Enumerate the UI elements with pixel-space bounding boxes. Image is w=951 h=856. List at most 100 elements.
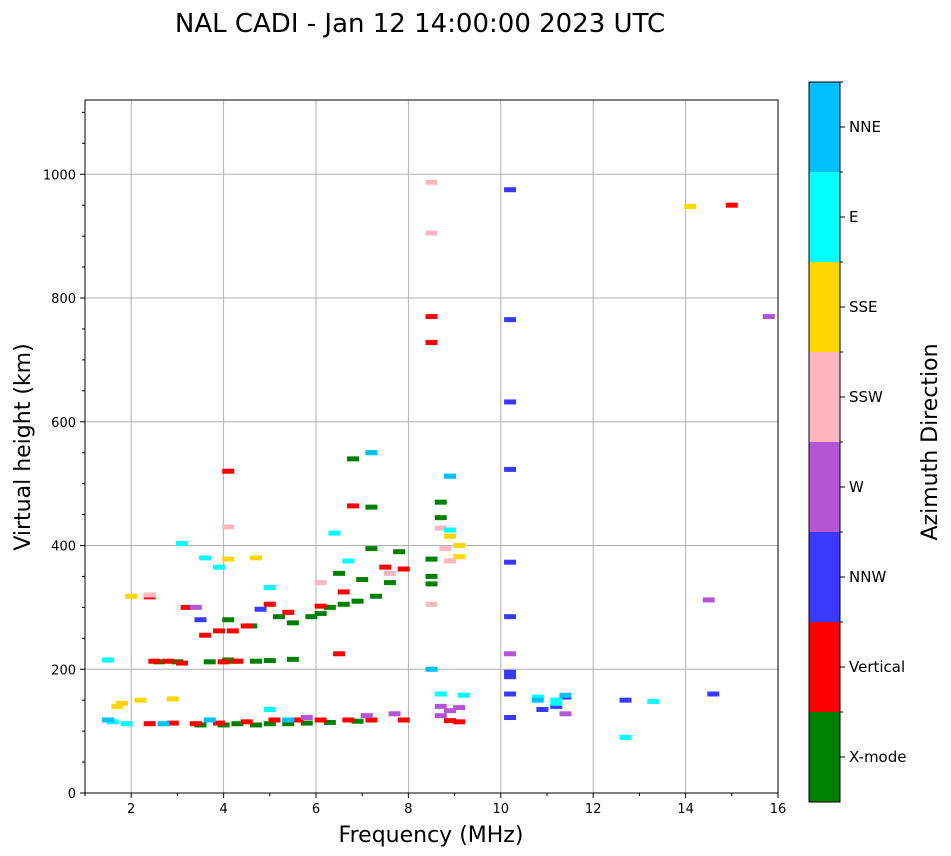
data-point	[314, 603, 327, 609]
data-point	[286, 656, 299, 662]
data-point	[725, 202, 738, 208]
colorbar-segment	[809, 712, 840, 802]
data-point	[314, 717, 327, 723]
data-point	[504, 674, 517, 680]
data-point	[443, 718, 456, 724]
colorbar-segment	[809, 442, 840, 532]
data-point	[176, 660, 189, 666]
chart-title: NAL CADI - Jan 12 14:00:00 2023 UTC	[175, 9, 665, 39]
data-point	[300, 715, 313, 721]
colorbar-tick-label: E	[849, 208, 858, 226]
data-point	[314, 611, 327, 617]
data-point	[115, 700, 128, 706]
colorbar-segment	[809, 262, 840, 352]
data-point	[282, 717, 295, 723]
data-point	[504, 399, 517, 405]
data-point	[203, 659, 216, 665]
data-point	[443, 527, 456, 533]
data-point	[531, 694, 544, 700]
data-point	[434, 515, 447, 521]
data-point	[282, 721, 295, 727]
y-tick-label: 800	[51, 292, 76, 307]
data-point	[457, 692, 470, 698]
colorbar-tick-label: W	[849, 478, 864, 496]
series-nnw	[194, 187, 720, 721]
data-point	[203, 717, 216, 723]
data-point	[212, 564, 225, 570]
x-tick-label: 14	[677, 802, 694, 817]
data-point	[453, 705, 466, 711]
data-point	[337, 601, 350, 607]
colorbar-segment	[809, 82, 840, 172]
data-point	[286, 620, 299, 626]
data-point	[443, 708, 456, 714]
data-point	[249, 658, 262, 664]
x-axis: 2 4 6 8 10 12 14 16	[84, 793, 786, 817]
data-point	[346, 456, 359, 462]
data-point	[425, 581, 438, 587]
data-point	[504, 466, 517, 472]
data-point	[702, 597, 715, 603]
data-point	[762, 314, 775, 320]
data-point	[212, 628, 225, 634]
data-point	[393, 549, 406, 555]
y-tick-label: 200	[51, 663, 76, 678]
data-point	[222, 468, 235, 474]
data-point	[328, 530, 341, 536]
y-tick-label: 400	[51, 540, 76, 555]
colorbar-segment	[809, 172, 840, 262]
data-point	[263, 721, 276, 727]
data-point	[351, 718, 364, 724]
data-point	[176, 541, 189, 547]
x-tick-label: 10	[493, 802, 510, 817]
data-point	[531, 697, 544, 703]
data-point	[282, 609, 295, 615]
data-point	[351, 598, 364, 604]
data-point	[647, 698, 660, 704]
data-point	[199, 555, 212, 561]
data-point	[194, 617, 207, 623]
data-point	[333, 570, 346, 576]
data-point	[342, 717, 355, 723]
series-x-mode	[152, 456, 447, 728]
colorbar-frame	[808, 81, 841, 803]
data-point	[305, 614, 318, 620]
series-vertical	[143, 202, 738, 727]
colorbar-tick-label: SSW	[849, 388, 883, 406]
series-nne	[102, 450, 572, 727]
data-point	[268, 717, 281, 723]
data-point	[619, 734, 632, 740]
data-point	[249, 555, 262, 561]
data-point	[365, 717, 378, 723]
data-point	[504, 651, 517, 657]
data-point	[231, 721, 244, 727]
colorbar-tick-label: SSE	[849, 298, 878, 316]
data-point	[102, 657, 115, 663]
data-point	[143, 721, 156, 727]
data-point	[157, 721, 170, 727]
y-axis: 0 200 400 600 800 1000	[43, 111, 85, 802]
data-point	[504, 614, 517, 620]
data-point	[263, 706, 276, 712]
x-tick-label: 2	[127, 802, 135, 817]
data-point	[397, 717, 410, 723]
colorbar-segment	[809, 352, 840, 442]
data-point	[379, 564, 392, 570]
data-point	[222, 556, 235, 562]
colorbar-tick-label: NNW	[849, 568, 886, 586]
data-point	[125, 593, 138, 599]
data-point	[434, 499, 447, 505]
y-tick-label: 1000	[43, 168, 76, 183]
data-point	[314, 580, 327, 586]
data-point	[443, 533, 456, 539]
data-point	[383, 580, 396, 586]
data-point	[263, 585, 276, 591]
data-point	[180, 604, 193, 610]
colorbar-segment	[809, 622, 840, 712]
x-tick-label: 8	[404, 802, 412, 817]
data-point	[323, 719, 336, 725]
data-point	[226, 628, 239, 634]
data-point	[102, 717, 115, 723]
data-point	[333, 651, 346, 657]
